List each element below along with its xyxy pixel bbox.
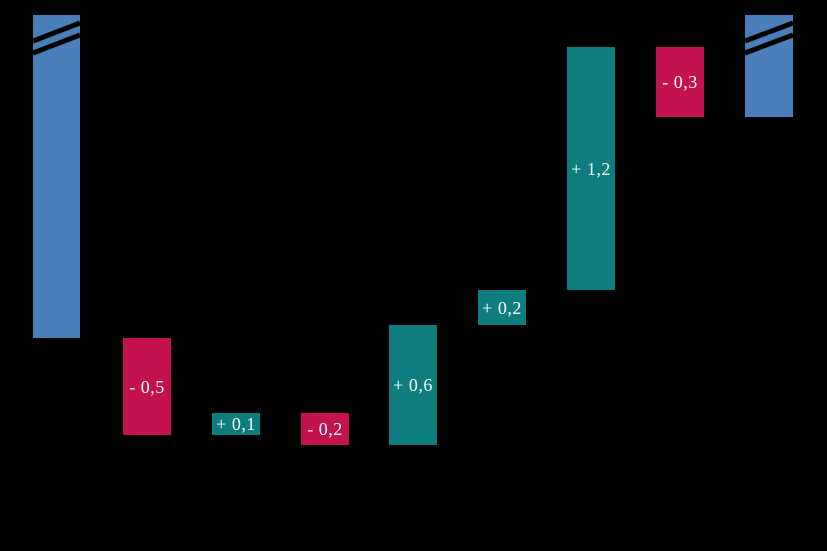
bar-value-label: + 0,6 xyxy=(393,375,433,395)
waterfall-bar-delta-7: - 0,3 xyxy=(656,47,704,117)
waterfall-bar-end-total xyxy=(745,15,793,117)
bar-value-label: - 0,2 xyxy=(307,419,343,439)
bar-value-label: - 0,3 xyxy=(662,72,698,92)
bar-value-label: - 0,5 xyxy=(129,376,165,397)
waterfall-bar-delta-2: + 0,1 xyxy=(212,413,260,435)
waterfall-bar-delta-1: - 0,5 xyxy=(123,338,171,435)
waterfall-bar-delta-5: + 0,2 xyxy=(478,290,526,325)
axis-break-icon xyxy=(33,20,80,56)
waterfall-bar-start-total xyxy=(33,15,80,338)
bar-value-label: + 1,2 xyxy=(571,158,611,179)
bar-value-label: + 0,2 xyxy=(482,297,522,318)
axis-break-icon xyxy=(745,20,793,56)
waterfall-bar-delta-4: + 0,6 xyxy=(389,325,437,445)
waterfall-bar-delta-6: + 1,2 xyxy=(567,47,615,290)
bar-value-label: + 0,1 xyxy=(216,414,256,434)
waterfall-bar-delta-3: - 0,2 xyxy=(301,413,349,445)
